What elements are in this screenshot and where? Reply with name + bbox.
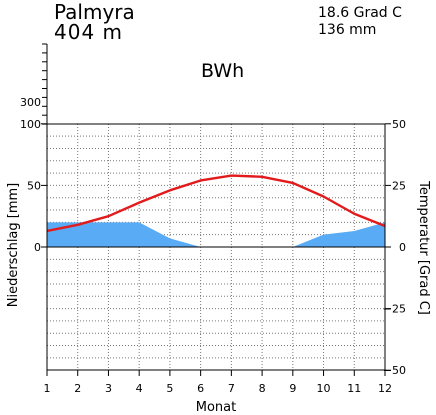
x-tick-label: 8 (259, 382, 266, 395)
precip-tick-label: 0 (34, 241, 41, 254)
chart-labels: 1 2 3 4 5 6 7 8 9 10 11 1230010050050250−25−50Monat… (6, 96, 431, 415)
precip-axis-title: Niederschlag [mm] (6, 183, 21, 308)
x-tick-label: 5 (166, 382, 173, 395)
station-name: Palmyra (54, 0, 135, 24)
temp-tick-label: −50 (383, 364, 406, 377)
precip-tick-label: 100 (20, 118, 41, 131)
temperature-line (46, 174, 386, 233)
x-tick-label: 9 (289, 382, 296, 395)
x-tick-label: 4 (136, 382, 143, 395)
chart-series (46, 174, 386, 248)
x-tick-label: 3 (105, 382, 112, 395)
precip-tick-label: 300 (20, 96, 41, 109)
climate-class: BWh (201, 60, 245, 82)
temp-tick-label: 50 (392, 118, 406, 131)
precip-tick-label: 50 (27, 179, 41, 192)
x-tick-label: 6 (197, 382, 204, 395)
temp-tick-label: 0 (399, 241, 406, 254)
x-tick-label: 2 (74, 382, 81, 395)
temp-tick-label: −25 (383, 303, 406, 316)
x-tick-label: 11 (347, 382, 361, 395)
x-tick-label: 1 (44, 382, 51, 395)
precipitation-area (47, 222, 385, 247)
chart-frame (41, 43, 391, 376)
mean-temperature: 18.6 Grad C (318, 5, 402, 21)
temp-axis-title: Temperatur [Grad C] (416, 180, 431, 315)
temp-tick-label: 25 (392, 179, 406, 192)
x-tick-label: 7 (228, 382, 235, 395)
station-elevation: 404 m (54, 20, 124, 44)
annual-precipitation: 136 mm (318, 22, 377, 38)
x-axis-title: Monat (196, 400, 236, 415)
x-tick-label: 10 (317, 382, 331, 395)
x-tick-label: 12 (378, 382, 392, 395)
